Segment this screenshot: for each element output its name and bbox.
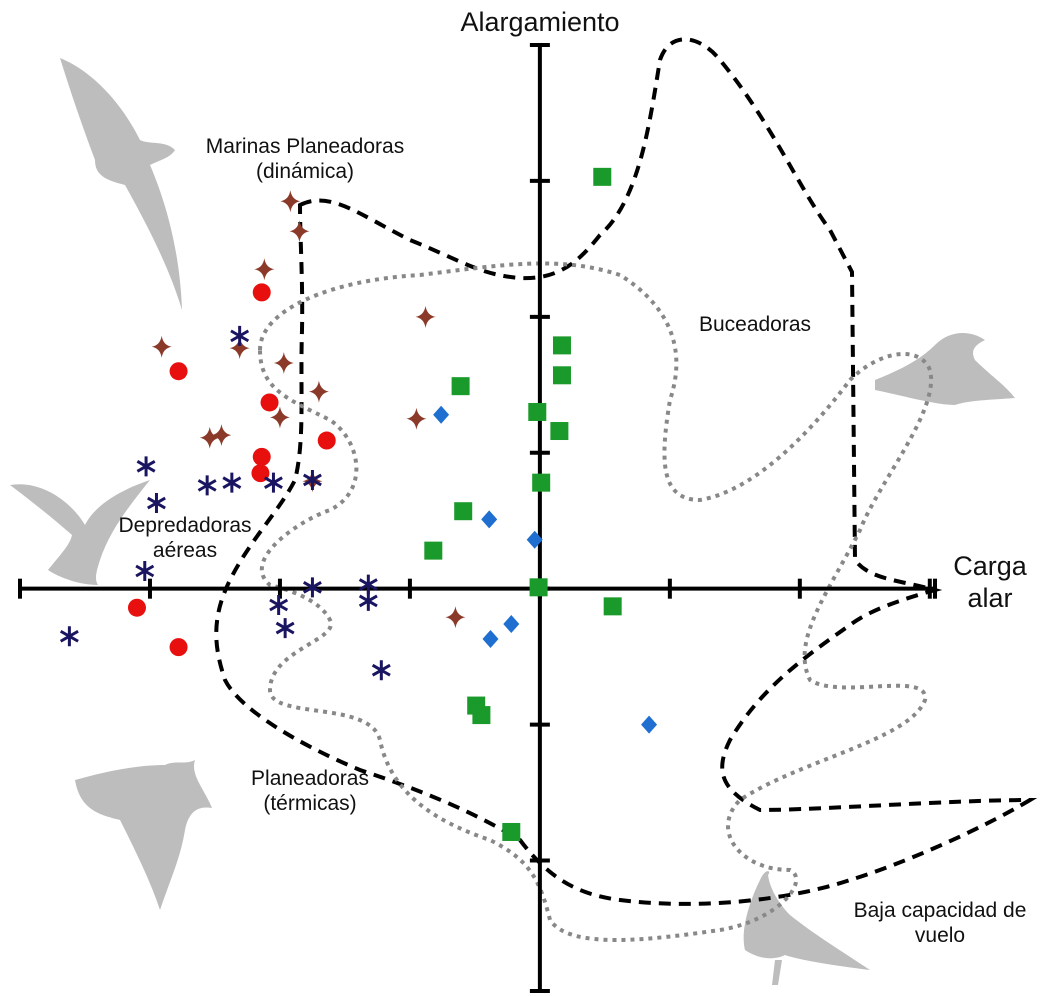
point xyxy=(550,422,569,441)
point xyxy=(269,406,290,429)
point xyxy=(273,352,294,375)
annotation: Planeadoras (térmicas) xyxy=(251,767,369,816)
point xyxy=(317,431,336,450)
vulture-icon xyxy=(75,760,212,910)
point xyxy=(503,615,520,634)
point xyxy=(415,305,436,328)
point xyxy=(532,473,551,492)
region-outline xyxy=(257,261,934,942)
point xyxy=(254,258,275,281)
point xyxy=(252,283,271,302)
point xyxy=(197,475,217,496)
annotation: Marinas Planeadoras (dinámica) xyxy=(205,135,405,184)
point xyxy=(169,638,188,657)
point xyxy=(302,469,322,490)
point xyxy=(151,335,172,358)
annotation: Depredadoras aéreas xyxy=(118,514,252,563)
silhouettes xyxy=(10,58,1015,985)
point xyxy=(136,456,156,477)
point xyxy=(371,660,391,681)
point xyxy=(275,618,295,639)
point xyxy=(406,407,427,430)
annotation: Baja capacidad de vuelo xyxy=(853,899,1027,948)
point xyxy=(147,493,166,514)
point xyxy=(280,190,301,213)
y-axis-label: Alargamiento xyxy=(460,7,620,37)
point xyxy=(263,472,283,493)
point xyxy=(424,541,443,560)
point xyxy=(135,561,155,582)
hawk-icon xyxy=(10,480,150,585)
diver-icon xyxy=(875,333,1015,405)
point xyxy=(454,502,473,521)
point xyxy=(211,424,232,447)
point xyxy=(451,377,470,396)
point xyxy=(59,626,79,647)
point xyxy=(603,597,622,616)
peacock-icon xyxy=(743,871,870,985)
point xyxy=(552,336,571,355)
point xyxy=(641,715,658,734)
point xyxy=(445,606,466,629)
point xyxy=(302,577,322,598)
point xyxy=(593,167,612,186)
point xyxy=(308,380,329,403)
point xyxy=(269,594,289,615)
point xyxy=(472,706,491,725)
point xyxy=(481,510,498,529)
point xyxy=(252,447,271,466)
point xyxy=(482,629,499,648)
point xyxy=(502,822,521,841)
point xyxy=(528,402,547,421)
region-outline xyxy=(214,37,1038,906)
point xyxy=(169,362,188,381)
annotation: Buceadoras xyxy=(698,313,812,336)
albatross-icon xyxy=(60,58,182,310)
point xyxy=(552,366,571,385)
point xyxy=(289,220,310,243)
point xyxy=(260,393,279,412)
point xyxy=(433,405,450,424)
point xyxy=(526,530,543,549)
point xyxy=(199,426,220,449)
x-axis-label: Carga alar xyxy=(953,551,1027,614)
point xyxy=(229,337,250,360)
point xyxy=(127,598,146,617)
point xyxy=(230,325,250,346)
point xyxy=(222,472,242,493)
point xyxy=(529,578,548,597)
point xyxy=(358,590,378,611)
